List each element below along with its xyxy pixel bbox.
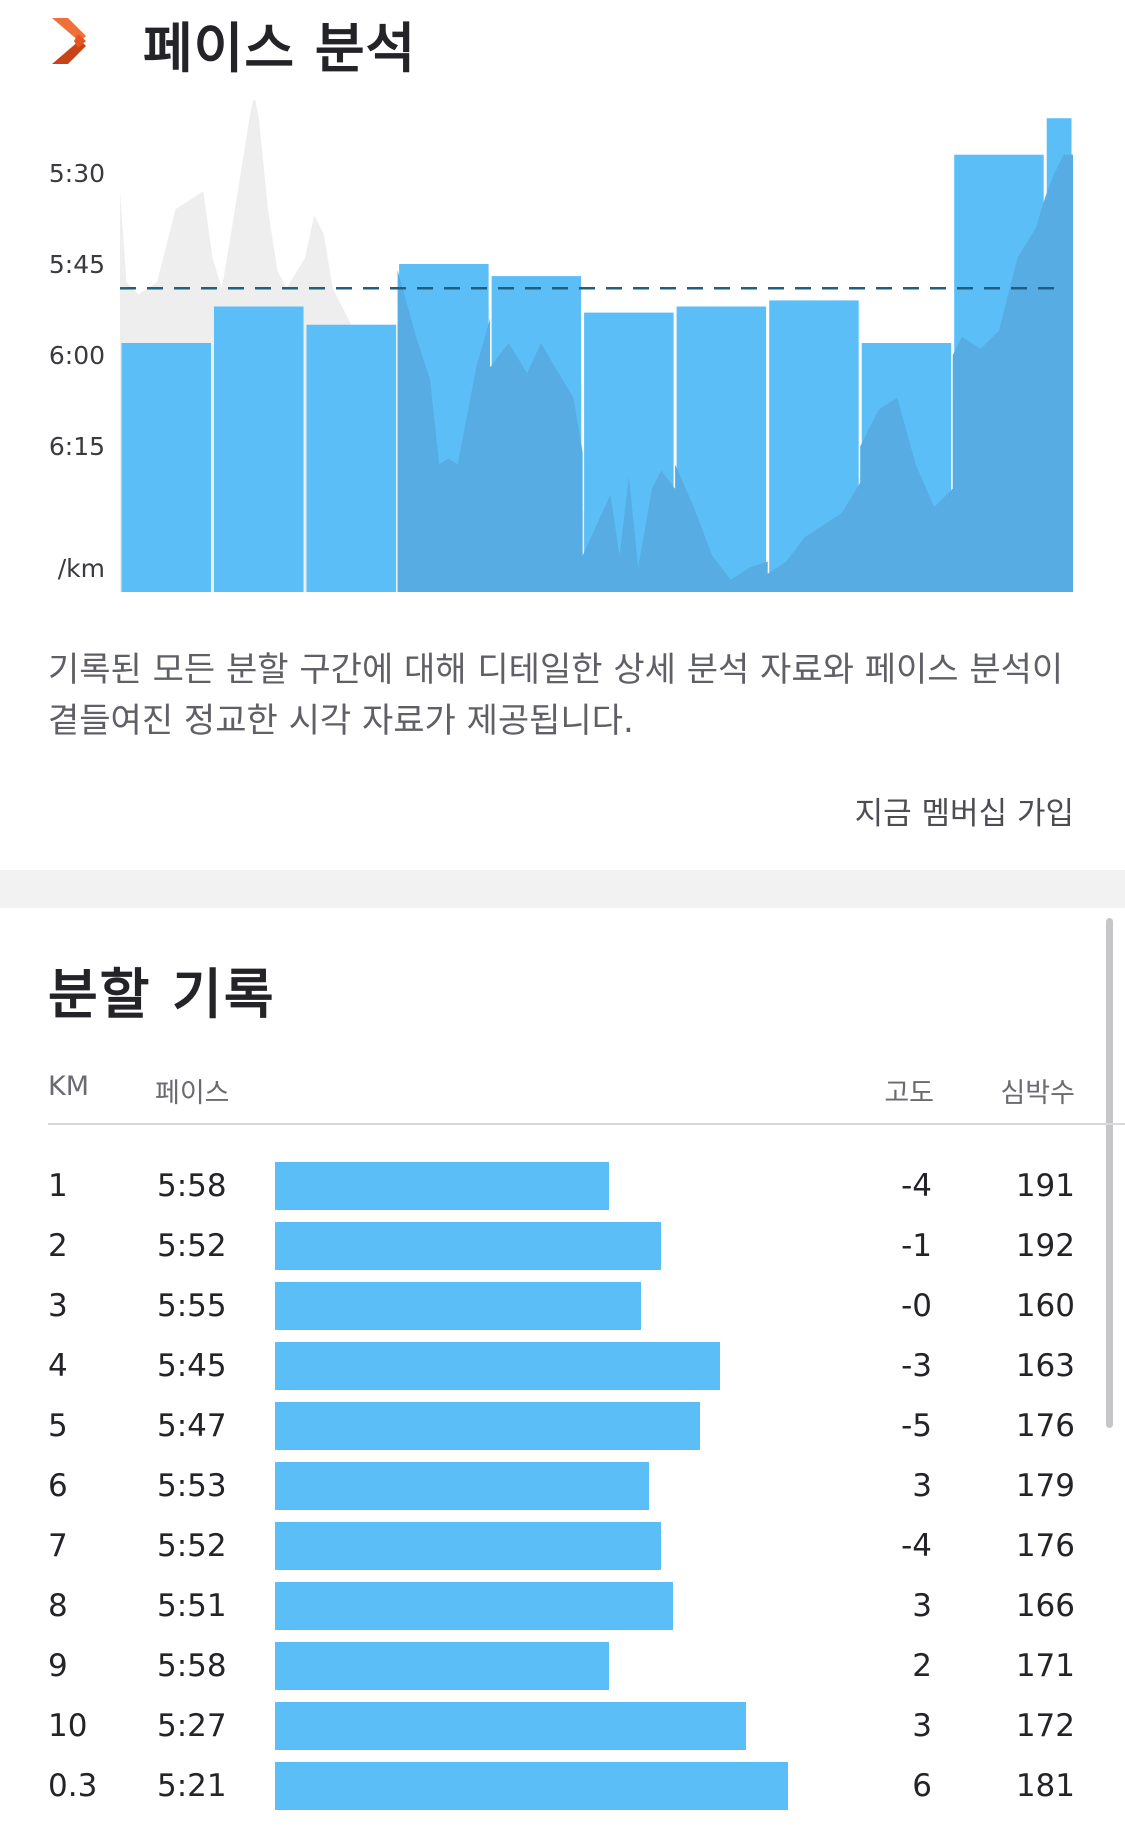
- split-bar-2: [214, 306, 304, 592]
- split-pace: 5:27: [157, 1708, 227, 1744]
- pace-bar: [275, 1582, 673, 1630]
- pace-bar: [275, 1762, 788, 1810]
- split-km: 6: [48, 1468, 68, 1504]
- split-heart-rate: 172: [1015, 1708, 1075, 1744]
- split-km: 4: [48, 1348, 68, 1384]
- split-pace: 5:53: [157, 1468, 227, 1504]
- join-membership-link[interactable]: 지금 멤버십 가입: [854, 796, 1074, 832]
- table-row: 7 5:52 -4 176: [0, 1520, 1125, 1580]
- split-heart-rate: 176: [1015, 1528, 1075, 1564]
- header-divider: [48, 1123, 1125, 1125]
- split-elevation: 3: [912, 1468, 932, 1504]
- page-title: 페이스 분석: [143, 17, 417, 80]
- pace-bar: [275, 1702, 746, 1750]
- split-heart-rate: 192: [1015, 1228, 1075, 1264]
- splits-title: 분할 기록: [48, 963, 276, 1026]
- table-row: 2 5:52 -1 192: [0, 1220, 1125, 1280]
- table-row: 9 5:58 2 171: [0, 1640, 1125, 1700]
- split-pace: 5:52: [157, 1228, 227, 1264]
- header: 페이스 분석: [0, 0, 1125, 90]
- split-pace: 5:47: [157, 1408, 227, 1444]
- split-km: 9: [48, 1648, 68, 1684]
- split-km: 5: [48, 1408, 68, 1444]
- split-bar-1: [121, 343, 211, 592]
- pace-chart: 5:30 5:45 6:00 6:15/km: [0, 100, 1125, 610]
- column-header-km: KM: [48, 1071, 90, 1102]
- y-tick-label: 6:00: [49, 341, 105, 370]
- split-km: 8: [48, 1588, 68, 1624]
- split-pace: 5:58: [157, 1168, 227, 1204]
- y-tick-label: 6:15: [49, 432, 105, 461]
- split-pace: 5:52: [157, 1528, 227, 1564]
- pace-bar: [275, 1522, 661, 1570]
- table-row: 5 5:47 -5 176: [0, 1400, 1125, 1460]
- column-header-pace: 페이스: [155, 1078, 230, 1109]
- split-km: 1: [48, 1168, 68, 1204]
- split-heart-rate: 163: [1015, 1348, 1075, 1384]
- split-km: 2: [48, 1228, 68, 1264]
- y-tick-label: 5:45: [49, 250, 105, 279]
- column-header-heart-rate: 심박수: [1000, 1078, 1075, 1109]
- y-axis-unit: /km: [58, 554, 105, 583]
- pace-bar: [275, 1222, 661, 1270]
- table-row: 1 5:58 -4 191: [0, 1160, 1125, 1220]
- split-heart-rate: 191: [1015, 1168, 1075, 1204]
- split-heart-rate: 160: [1015, 1288, 1075, 1324]
- scrollbar[interactable]: [1106, 918, 1113, 1428]
- section-divider: [0, 870, 1125, 908]
- table-row: 10 5:27 3 172: [0, 1700, 1125, 1760]
- pace-bar: [275, 1342, 720, 1390]
- split-elevation: -4: [901, 1168, 932, 1204]
- split-pace: 5:58: [157, 1648, 227, 1684]
- split-bar-3: [306, 324, 396, 592]
- split-elevation: 2: [912, 1648, 932, 1684]
- split-heart-rate: 181: [1015, 1768, 1075, 1804]
- split-pace: 5:55: [157, 1288, 227, 1324]
- pace-bar: [275, 1282, 641, 1330]
- split-pace: 5:51: [157, 1588, 227, 1624]
- split-km: 10: [48, 1708, 88, 1744]
- split-km: 3: [48, 1288, 68, 1324]
- feature-description: 기록된 모든 분할 구간에 대해 디테일한 상세 분석 자료와 페이스 분석이 …: [48, 650, 1064, 741]
- split-elevation: 3: [912, 1588, 932, 1624]
- pace-bar: [275, 1402, 700, 1450]
- split-km: 0.3: [48, 1768, 98, 1804]
- y-tick-label: 5:30: [49, 159, 105, 188]
- pace-overlay-area: [397, 154, 1074, 592]
- split-elevation: -4: [901, 1528, 932, 1564]
- pace-chart-svg: 5:30 5:45 6:00 6:15/km: [49, 100, 1074, 592]
- pace-bar: [275, 1462, 649, 1510]
- table-row: 0.3 5:21 6 181: [0, 1760, 1125, 1820]
- split-elevation: -5: [901, 1408, 932, 1444]
- column-header-elevation: 고도: [884, 1078, 934, 1109]
- strava-chevron-icon: [52, 18, 86, 64]
- pace-bar: [275, 1642, 609, 1690]
- split-elevation: 6: [912, 1768, 932, 1804]
- split-heart-rate: 176: [1015, 1408, 1075, 1444]
- table-row: 4 5:45 -3 163: [0, 1340, 1125, 1400]
- split-heart-rate: 166: [1015, 1588, 1075, 1624]
- pace-bar: [275, 1162, 609, 1210]
- split-km: 7: [48, 1528, 68, 1564]
- table-row: 8 5:51 3 166: [0, 1580, 1125, 1640]
- split-heart-rate: 171: [1015, 1648, 1075, 1684]
- split-elevation: 3: [912, 1708, 932, 1744]
- split-elevation: -3: [901, 1348, 932, 1384]
- split-pace: 5:21: [157, 1768, 227, 1804]
- split-heart-rate: 179: [1015, 1468, 1075, 1504]
- table-row: 3 5:55 -0 160: [0, 1280, 1125, 1340]
- split-elevation: -0: [901, 1288, 932, 1324]
- table-row: 6 5:53 3 179: [0, 1460, 1125, 1520]
- split-elevation: -1: [901, 1228, 932, 1264]
- split-pace: 5:45: [157, 1348, 227, 1384]
